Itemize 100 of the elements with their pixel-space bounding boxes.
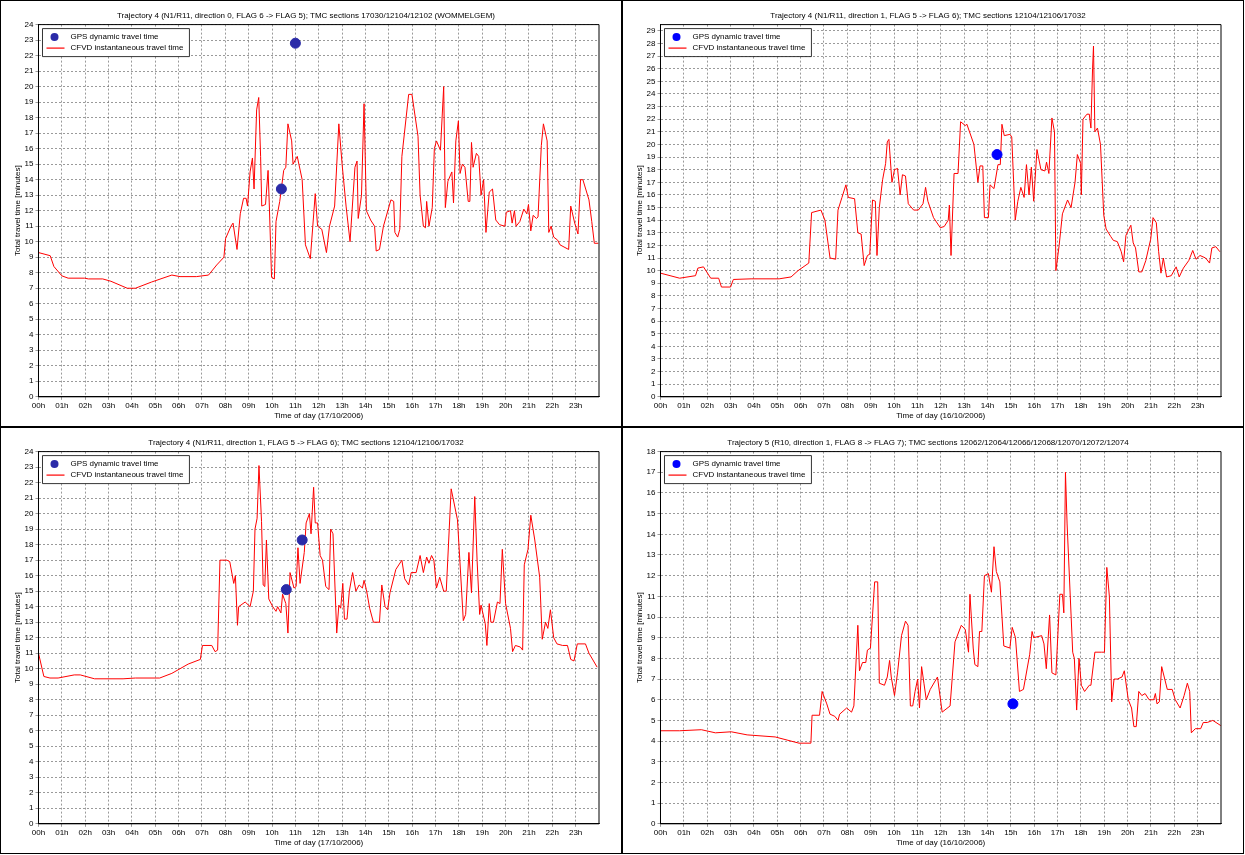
y-tick-label: 10 <box>24 663 35 673</box>
x-tick-label: 07h <box>195 827 209 837</box>
y-tick-label: 1 <box>651 798 657 808</box>
y-tick-label: 18 <box>646 446 657 456</box>
x-axis-title: Time of day (17/10/2006) <box>274 411 364 421</box>
y-tick-label: 15 <box>24 586 35 596</box>
y-tick-label: 3 <box>651 756 657 766</box>
y-tick-label: 17 <box>24 128 35 138</box>
x-tick-label: 20h <box>498 827 513 837</box>
x-tick-label: 15h <box>1004 827 1018 837</box>
y-tick-label: 1 <box>651 379 657 389</box>
x-tick-label: 03h <box>101 400 116 410</box>
x-tick-label: 10h <box>887 400 901 410</box>
y-tick-label: 16 <box>646 488 657 498</box>
y-tick-label: 21 <box>24 66 35 76</box>
y-tick-label: 8 <box>651 291 657 301</box>
y-tick-label: 22 <box>646 114 657 124</box>
x-tick-label: 15h <box>382 827 396 837</box>
y-tick-label: 16 <box>646 190 657 200</box>
y-tick-label: 12 <box>646 240 657 250</box>
y-tick-label: 1 <box>29 803 35 813</box>
x-tick-label: 03h <box>101 827 116 837</box>
x-tick-label: 01h <box>677 827 691 837</box>
x-tick-label: 08h <box>218 827 233 837</box>
y-tick-label: 18 <box>24 112 35 122</box>
x-tick-label: 09h <box>242 400 256 410</box>
y-tick-label: 14 <box>24 174 35 184</box>
x-tick-label: 16h <box>1027 400 1041 410</box>
x-tick-label: 21h <box>1144 827 1158 837</box>
x-tick-label: 19h <box>1097 827 1111 837</box>
legend-label: CFVD instantaneous travel time <box>70 470 184 480</box>
x-tick-label: 14h <box>358 827 373 837</box>
y-tick-label: 14 <box>646 215 657 225</box>
y-tick-label: 6 <box>29 298 35 308</box>
y-tick-label: 8 <box>29 694 35 704</box>
y-tick-label: 18 <box>646 164 657 174</box>
y-tick-label: 24 <box>24 446 35 456</box>
y-tick-label: 9 <box>651 278 657 288</box>
x-tick-label: 07h <box>817 827 831 837</box>
y-tick-label: 15 <box>24 159 35 169</box>
y-tick-label: 2 <box>651 777 657 787</box>
x-tick-label: 16h <box>405 400 419 410</box>
y-tick-label: 5 <box>29 741 35 751</box>
y-tick-label: 11 <box>647 591 657 601</box>
y-tick-label: 22 <box>24 50 35 60</box>
x-tick-label: 11h <box>289 827 302 837</box>
y-tick-label: 13 <box>24 190 35 200</box>
y-tick-label: 7 <box>651 674 657 684</box>
x-tick-label: 07h <box>195 400 209 410</box>
y-tick-label: 2 <box>651 366 657 376</box>
y-tick-label: 5 <box>651 328 657 338</box>
y-tick-label: 17 <box>646 177 657 187</box>
y-tick-label: 20 <box>24 81 35 91</box>
x-tick-label: 02h <box>700 827 714 837</box>
y-tick-label: 6 <box>651 694 657 704</box>
y-tick-label: 7 <box>651 303 657 313</box>
x-tick-label: 21h <box>522 400 536 410</box>
x-tick-label: 22h <box>1167 400 1181 410</box>
x-tick-label: 02h <box>78 827 92 837</box>
legend-label: GPS dynamic travel time <box>692 459 782 469</box>
y-tick-label: 13 <box>646 227 657 237</box>
y-tick-label: 20 <box>646 139 657 149</box>
legend-label: CFVD instantaneous travel time <box>692 43 806 53</box>
y-tick-label: 15 <box>646 202 657 212</box>
x-tick-label: 10h <box>265 827 279 837</box>
y-tick-label: 20 <box>24 508 35 518</box>
x-tick-label: 05h <box>148 827 162 837</box>
x-tick-label: 18h <box>452 400 466 410</box>
y-tick-label: 27 <box>646 51 657 61</box>
y-tick-label: 9 <box>651 632 657 642</box>
x-tick-label: 09h <box>864 827 878 837</box>
x-tick-label: 00h <box>31 827 46 837</box>
x-tick-label: 11h <box>911 827 924 837</box>
x-tick-label: 23h <box>1190 827 1205 837</box>
x-tick-label: 13h <box>957 827 971 837</box>
y-tick-label: 12 <box>24 632 35 642</box>
y-tick-label: 6 <box>29 725 35 735</box>
x-tick-label: 23h <box>1190 400 1205 410</box>
y-tick-label: 9 <box>29 679 35 689</box>
x-tick-label: 15h <box>382 400 396 410</box>
x-tick-label: 09h <box>242 827 256 837</box>
x-tick-label: 04h <box>125 400 139 410</box>
x-tick-label: 01h <box>55 400 69 410</box>
x-tick-label: 03h <box>723 827 738 837</box>
x-tick-label: 02h <box>700 400 714 410</box>
x-axis-title: Time of day (17/10/2006) <box>274 838 364 848</box>
y-tick-label: 10 <box>646 265 657 275</box>
x-tick-label: 02h <box>78 400 92 410</box>
x-tick-label: 12h <box>312 400 326 410</box>
x-tick-label: 00h <box>31 400 46 410</box>
y-tick-label: 12 <box>24 205 35 215</box>
y-tick-label: 18 <box>24 539 35 549</box>
y-tick-label: 3 <box>651 354 657 364</box>
x-tick-label: 04h <box>747 400 761 410</box>
x-tick-label: 18h <box>452 827 466 837</box>
y-axis-title: Total travel time [minutes] <box>635 165 644 257</box>
x-tick-label: 00h <box>653 827 668 837</box>
y-tick-label: 29 <box>646 26 657 36</box>
y-tick-label: 3 <box>29 345 35 355</box>
y-tick-label: 16 <box>24 570 35 580</box>
